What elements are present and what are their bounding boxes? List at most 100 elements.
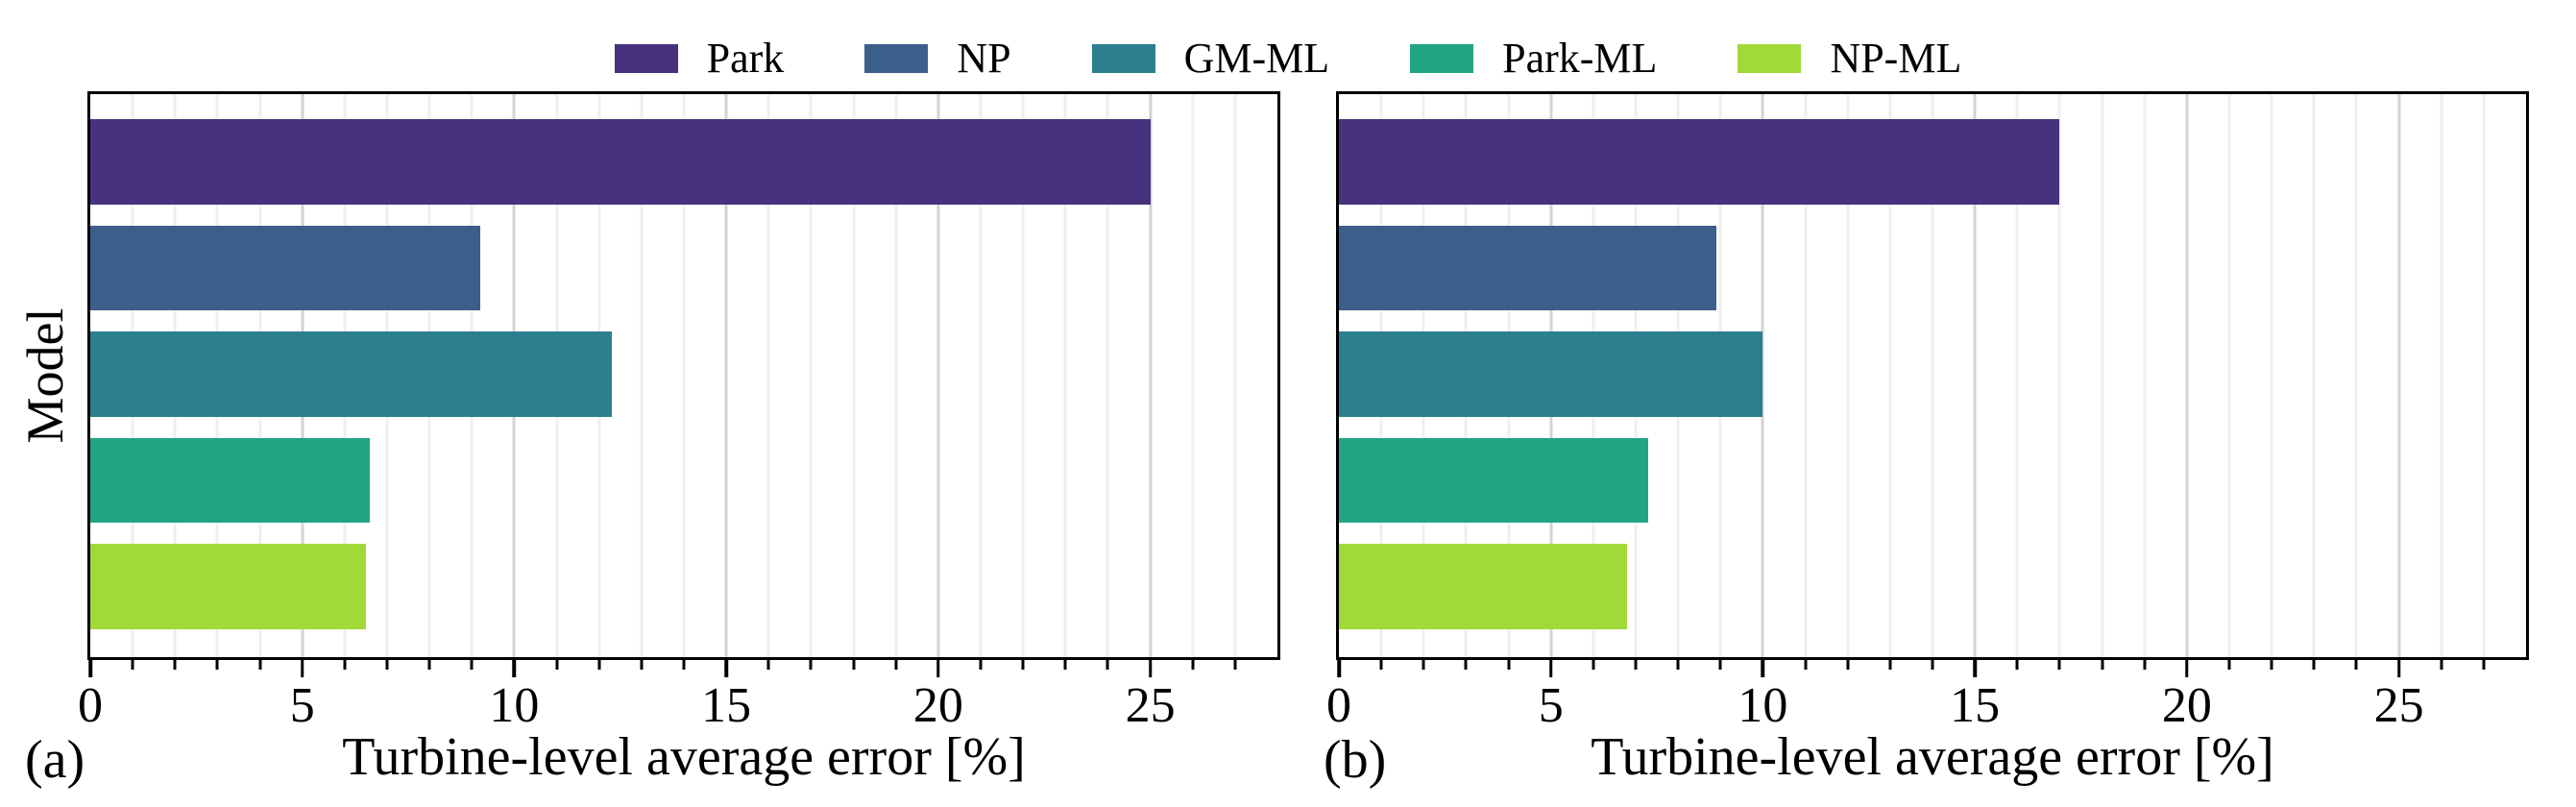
minor-gridline-x18 — [2101, 94, 2104, 657]
major-gridline-x20 — [2185, 94, 2189, 657]
minor-gridline-x14 — [1931, 94, 1934, 657]
minor-x-tick-19 — [2143, 660, 2147, 670]
minor-gridline-x18 — [852, 94, 856, 657]
bar-gm-ml — [1339, 331, 1763, 417]
x-axis-ticks: 0 5 10 15 20 25 — [1326, 660, 2526, 733]
minor-gridline-x27 — [1233, 94, 1237, 657]
major-x-tick-0 — [1337, 660, 1341, 677]
plot-area — [1336, 91, 2529, 660]
minor-gridline-x24 — [2354, 94, 2358, 657]
major-gridline-x25 — [1149, 94, 1153, 657]
x-tick-label-15: 15 — [1950, 678, 2001, 733]
minor-x-tick-21 — [979, 660, 983, 670]
minor-gridline-x21 — [2227, 94, 2231, 657]
x-axis-ticks: 0 5 10 15 20 25 — [78, 660, 1277, 733]
legend-swatch-icon — [1410, 44, 1474, 73]
x-tick-label-20: 20 — [2161, 678, 2212, 733]
major-x-tick-5 — [300, 660, 304, 677]
legend-entry-np-ml: NP-ML — [1738, 37, 1961, 80]
bar-np-ml — [1339, 544, 1628, 629]
major-x-tick-0 — [88, 660, 92, 677]
minor-gridline-x22 — [2270, 94, 2273, 657]
bar-park — [1339, 119, 2060, 205]
bar-np — [90, 225, 481, 311]
minor-x-tick-9 — [1718, 660, 1722, 670]
x-tick-label-10: 10 — [1738, 678, 1788, 733]
x-axis-label: Turbine-level average error [%] — [1591, 727, 2274, 787]
minor-x-tick-19 — [894, 660, 898, 670]
major-gridline-x20 — [936, 94, 940, 657]
minor-gridline-x24 — [1106, 94, 1109, 657]
minor-x-tick-27 — [1233, 660, 1237, 670]
minor-x-tick-3 — [1464, 660, 1468, 670]
minor-x-tick-14 — [1931, 660, 1934, 670]
minor-x-tick-4 — [258, 660, 262, 670]
minor-x-tick-13 — [1888, 660, 1892, 670]
x-tick-label-0: 0 — [78, 678, 103, 733]
major-x-tick-20 — [2185, 660, 2189, 677]
minor-x-tick-1 — [131, 660, 134, 670]
minor-x-tick-18 — [2101, 660, 2104, 670]
minor-gridline-x21 — [979, 94, 983, 657]
minor-x-tick-3 — [215, 660, 219, 670]
x-tick-label-15: 15 — [701, 678, 752, 733]
x-tick-label-10: 10 — [489, 678, 540, 733]
minor-gridline-x16 — [2015, 94, 2019, 657]
minor-x-tick-17 — [809, 660, 813, 670]
minor-gridline-x22 — [1021, 94, 1025, 657]
minor-gridline-x19 — [894, 94, 898, 657]
minor-gridline-x26 — [2440, 94, 2443, 657]
minor-x-tick-12 — [597, 660, 601, 670]
minor-gridline-x17 — [2057, 94, 2061, 657]
minor-x-tick-17 — [2057, 660, 2061, 670]
major-x-tick-15 — [724, 660, 728, 677]
minor-x-tick-24 — [2354, 660, 2358, 670]
minor-x-tick-6 — [1592, 660, 1595, 670]
minor-x-tick-11 — [1804, 660, 1808, 670]
major-x-tick-10 — [1761, 660, 1765, 677]
major-gridline-x25 — [2397, 94, 2401, 657]
panel-tag-a: (a) — [25, 730, 85, 790]
major-x-tick-10 — [512, 660, 517, 677]
minor-x-tick-16 — [766, 660, 770, 670]
minor-x-tick-16 — [2015, 660, 2019, 670]
major-gridline-x10 — [1761, 94, 1764, 657]
legend-swatch-icon — [1738, 44, 1802, 73]
bar-gm-ml — [90, 331, 612, 417]
legend-label: Park — [706, 35, 785, 82]
minor-x-tick-7 — [1634, 660, 1638, 670]
x-tick-label-25: 25 — [1125, 678, 1176, 733]
legend-label: NP-ML — [1830, 35, 1962, 82]
minor-x-tick-8 — [1676, 660, 1680, 670]
bar-np — [1339, 225, 1716, 311]
minor-x-tick-9 — [470, 660, 474, 670]
minor-gridline-x17 — [809, 94, 813, 657]
minor-gridline-x11 — [1804, 94, 1808, 657]
minor-x-tick-27 — [2482, 660, 2486, 670]
minor-gridline-x13 — [1888, 94, 1892, 657]
minor-x-tick-2 — [1422, 660, 1425, 670]
panel-tag-b: (b) — [1324, 730, 1387, 790]
legend-swatch-icon — [864, 44, 929, 73]
minor-x-tick-4 — [1507, 660, 1511, 670]
major-x-tick-25 — [1148, 660, 1153, 677]
legend-entry-park: Park — [614, 35, 785, 82]
minor-gridline-x13 — [640, 94, 644, 657]
bar-park-ml — [90, 437, 371, 524]
major-x-tick-15 — [1973, 660, 1977, 677]
legend-swatch-icon — [1091, 44, 1155, 73]
minor-x-tick-22 — [2270, 660, 2273, 670]
bar-park-ml — [1339, 437, 1649, 524]
major-x-tick-25 — [2396, 660, 2401, 677]
legend-label: NP — [957, 35, 1011, 82]
x-tick-label-0: 0 — [1326, 678, 1351, 733]
legend-entry-park-ml: Park-ML — [1410, 37, 1657, 80]
minor-gridline-x23 — [2312, 94, 2316, 657]
legend-label: GM-ML — [1183, 35, 1330, 82]
minor-x-tick-21 — [2227, 660, 2231, 670]
minor-x-tick-23 — [2312, 660, 2316, 670]
plot-area — [87, 91, 1280, 660]
minor-x-tick-26 — [1191, 660, 1195, 670]
minor-x-tick-12 — [1846, 660, 1850, 670]
